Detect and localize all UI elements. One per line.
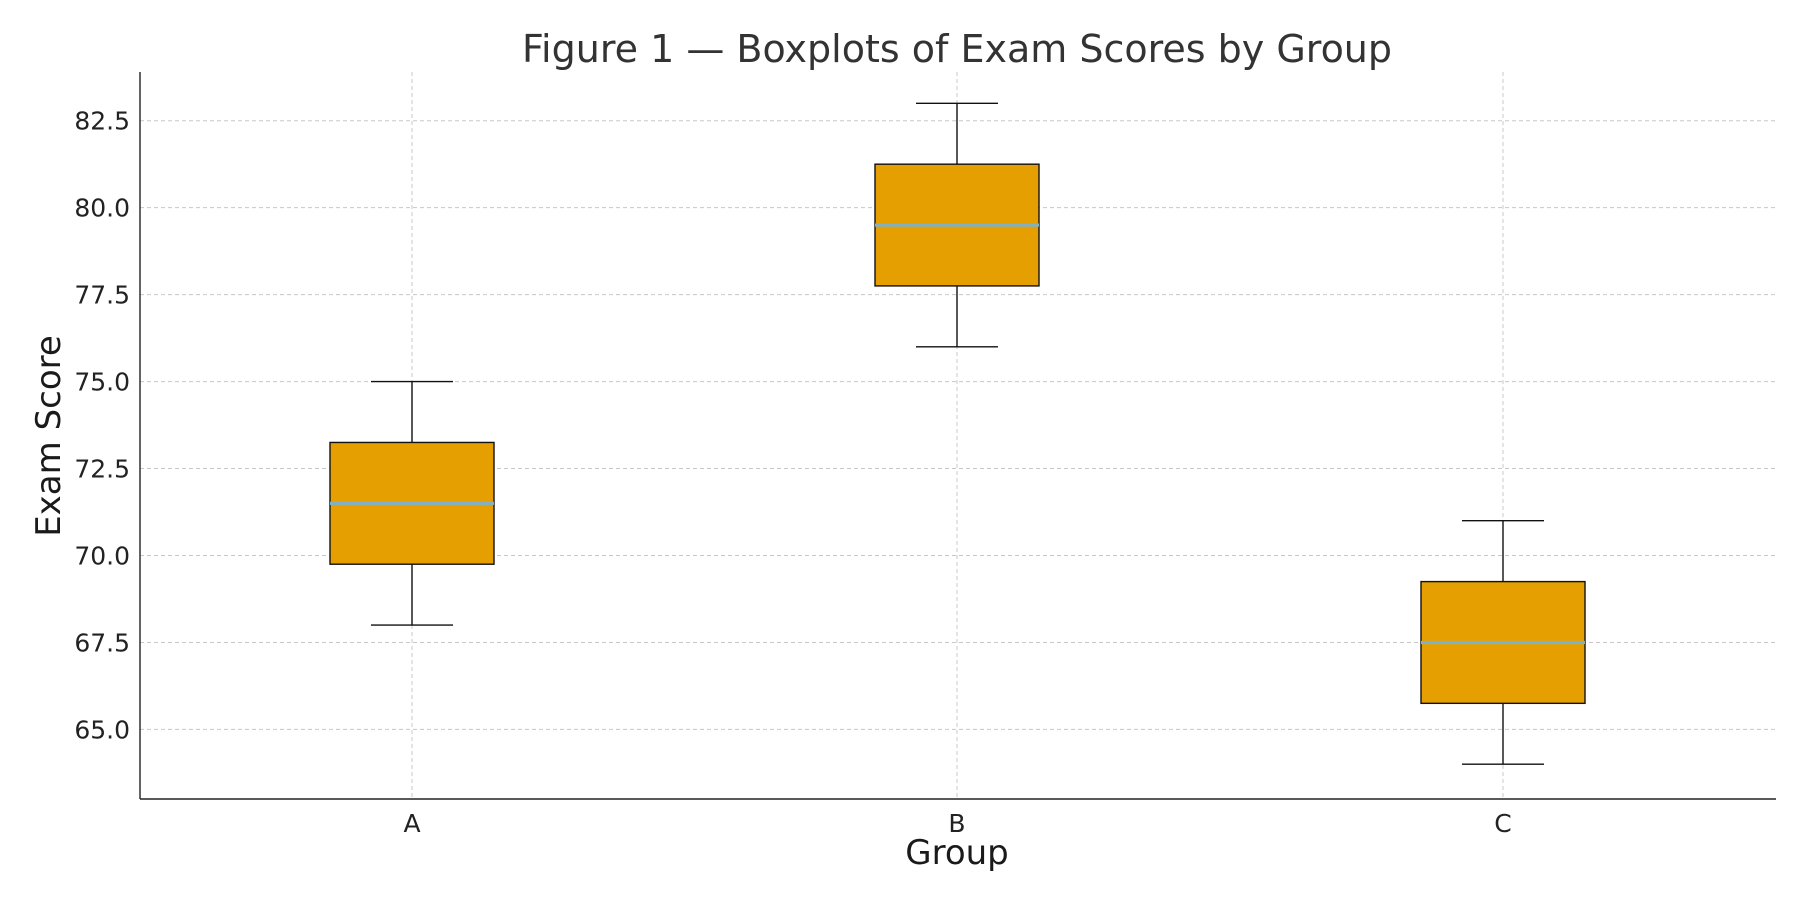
y-tick-label: 82.5: [74, 107, 130, 136]
box-group: [1420, 520, 1586, 765]
box-group: [329, 380, 495, 626]
y-axis-ticks: 65.0 67.5 70.0 72.5 75.0 77.5 80.0 82.5: [74, 107, 130, 745]
x-tick-label: C: [1494, 809, 1511, 838]
boxes-layer: [329, 102, 1586, 765]
y-tick-label: 72.5: [74, 455, 130, 484]
y-tick-label: 65.0: [74, 715, 130, 744]
x-axis-ticks: A B C: [403, 809, 1511, 838]
y-tick-label: 70.0: [74, 542, 130, 571]
axes-spines: [139, 72, 1776, 800]
x-tick-label: A: [403, 809, 420, 838]
y-axis-label: Exam Score: [29, 335, 69, 537]
y-tick-label: 75.0: [74, 368, 130, 397]
y-tick-label: 80.0: [74, 194, 130, 223]
chart-title: Figure 1 — Boxplots of Exam Scores by Gr…: [522, 27, 1392, 71]
x-tick-label: B: [948, 809, 965, 838]
y-tick-label: 77.5: [74, 281, 130, 310]
y-tick-label: 67.5: [74, 628, 130, 657]
x-axis-label: Group: [905, 833, 1009, 873]
box-group: [874, 102, 1040, 348]
